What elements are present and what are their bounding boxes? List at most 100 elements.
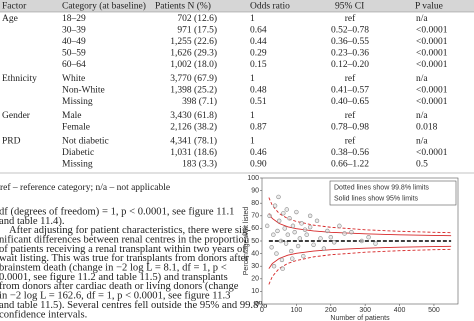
point [285,232,290,237]
point [287,216,292,221]
point [307,224,313,230]
table-header-cell: Category (at baseline) [62,1,146,12]
table-cell: n/a [416,74,428,84]
point [337,223,342,229]
point [373,241,378,246]
text-line: confidence intervals. [0,309,87,320]
table-cell: 0.51 [250,97,267,107]
point [269,245,274,250]
y-axis-label: Percentage wait listed [243,207,250,276]
point [314,218,320,224]
table-cell: ref [345,73,356,84]
x-tick-label: 400 [394,307,406,314]
table-cell: 0.38–0.56 [331,148,369,158]
table-cell: Female [62,123,90,133]
text-line: df (degrees of freedom) = 1, p < 0.0001,… [0,206,234,217]
table-factor: Age [2,14,18,24]
table-cell: Missing [62,160,93,170]
table-cell: 3,430 (61.8) [170,110,217,121]
table-cell: ref [345,13,356,24]
point [289,248,294,254]
table-cell: 1,398 (25.2) [170,85,217,96]
point [349,229,354,235]
y-tick-label: 100 [247,175,259,182]
table-cell: 0.87 [250,123,267,133]
table-cell: 4,341 (78.1) [170,136,217,147]
point [271,264,277,269]
table-cell: 0.78–0.98 [331,123,369,133]
text-line: After adjusting for patient characterist… [0,225,251,236]
table-cell: 18–29 [62,14,86,24]
text-line: of patients receiving a renal transplant… [0,244,246,255]
point [299,221,304,226]
table-cell: 0.23–0.36 [331,49,369,59]
y-tick-label: 80 [251,200,259,207]
table-cell: 0.48 [250,86,267,96]
table-cell: 0.52–0.78 [331,26,369,36]
point [283,241,289,246]
table-header-cell: P value [415,2,443,12]
table-cell: <0.0001 [416,26,448,36]
point [272,203,278,208]
table-cell: 3,770 (67.9) [170,73,217,84]
point [297,236,303,241]
table-cell: 2,126 (38.2) [170,122,217,133]
table-cell: <0.0001 [416,148,448,158]
limit-lower [268,248,452,285]
point [321,246,327,251]
table-cell: 0.90 [250,160,267,170]
table-cell: <0.0001 [416,86,448,96]
table-cell: 50–59 [62,49,86,59]
y-tick-label: 20 [251,276,259,283]
point [278,238,284,244]
table-cell: <0.0001 [416,97,448,107]
legend-box [329,180,457,206]
table-cell: 0.36–0.55 [331,37,369,47]
point [328,235,333,240]
table-cell: 1,002 (18.0) [170,59,217,70]
point [311,242,316,247]
table-cell: 1 [250,137,255,147]
limit-upper [268,197,452,234]
point [284,207,289,212]
table-header-cell: Factor [2,2,27,12]
table-cell: 0.44 [250,37,267,47]
point [279,257,285,263]
table-footnote: ref – reference category; n/a – not appl… [0,182,170,193]
point [301,253,306,259]
point [276,194,281,200]
table-cell: n/a [416,111,428,121]
table-cell: Missing [62,97,93,107]
table-factor: Ethnicity [2,74,37,84]
table-cell: 0.64 [250,26,267,36]
table-cell: 398 (7.1) [182,96,217,107]
table-cell: 0.40–0.65 [331,97,369,107]
text-line: wait listing. This was true for transpla… [0,253,249,264]
point [325,228,330,234]
table-cell: n/a [416,14,428,24]
text-line: from donors after cardiac death or livin… [0,281,239,292]
table-cell: 1,031 (18.6) [170,147,217,158]
text-line: and table 11.4). [0,216,65,227]
table-cell: 1,626 (29.3) [170,48,217,59]
table-cell: 0.018 [416,123,438,133]
table-cell: 30–39 [62,26,86,36]
legend-entry: Solid lines show 95% limits [334,195,419,202]
table-cell: <0.0001 [416,49,448,59]
y-tick-label: 0 [255,301,259,308]
table-cell: 1 [250,74,255,84]
table-cell: 183 (3.3) [182,159,217,170]
point [304,232,309,237]
point [271,232,276,237]
table-cell: 0.15 [250,60,267,70]
table-cell: ref [345,136,356,147]
table-header-cell: Patients N (%) [155,1,211,12]
table-cell: 40–49 [62,37,86,47]
y-tick-label: 10 [251,288,259,295]
y-tick-label: 40 [251,250,259,257]
y-tick-label: 60 [251,225,259,232]
table-factor: PRD [2,137,21,147]
point [332,240,337,245]
